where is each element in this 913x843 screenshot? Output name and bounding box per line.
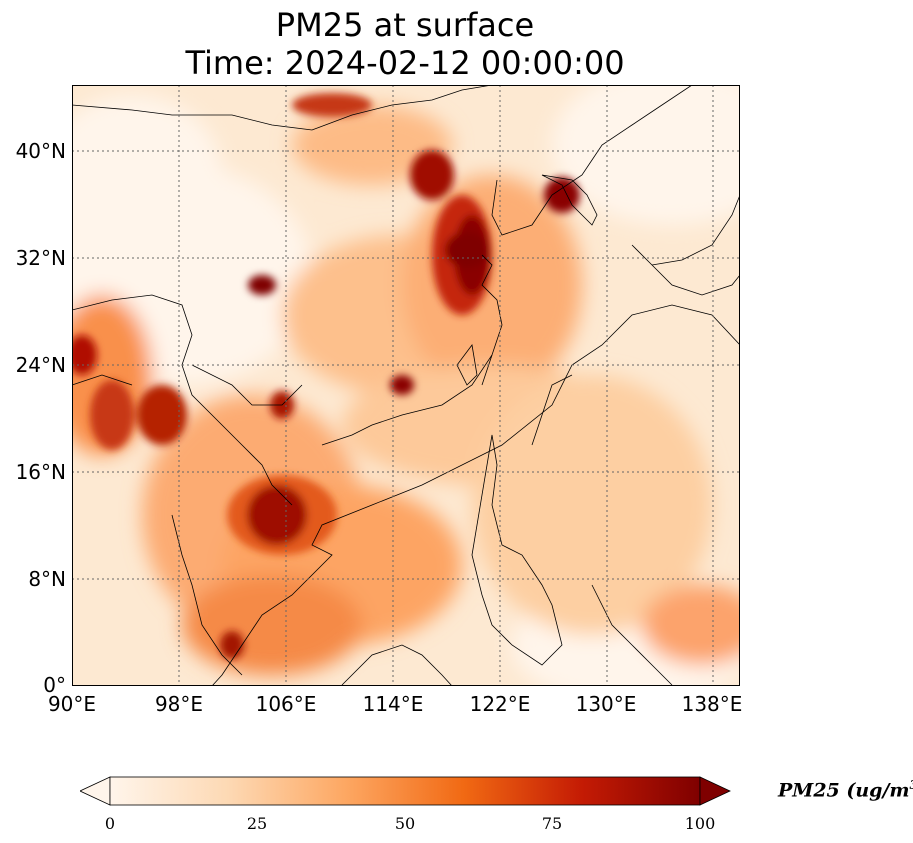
x-tick-98e: 98°E — [154, 692, 204, 716]
x-tick-122e: 122°E — [469, 692, 531, 716]
colorbar-extend-max — [699, 776, 731, 806]
map-title-line1: PM25 at surface — [275, 6, 535, 44]
colorbar-tick-75: 75 — [541, 814, 563, 833]
x-tick-138e: 138°E — [681, 692, 743, 716]
graticule — [72, 85, 740, 686]
x-tick-130e: 130°E — [575, 692, 637, 716]
x-tick-90e: 90°E — [47, 692, 97, 716]
colorbar — [80, 776, 731, 806]
y-tick-16n: 16°N — [15, 460, 66, 484]
map-frame — [72, 85, 740, 686]
colorbar-tick-50: 50 — [394, 814, 416, 833]
y-tick-0: 0° — [43, 673, 66, 697]
colorbar-tick-0: 0 — [104, 814, 116, 833]
y-tick-24n: 24°N — [15, 353, 66, 377]
pm25-hotspots — [72, 93, 580, 659]
colorbar-label-exponent: 3 — [910, 778, 913, 792]
colorbar-tick-100: 100 — [684, 814, 716, 833]
x-tick-114e: 114°E — [362, 692, 424, 716]
y-tick-8n: 8°N — [28, 567, 66, 591]
coastlines — [72, 85, 740, 686]
colorbar-label-main: PM25 (ug/m — [778, 779, 910, 802]
pm25-field — [72, 85, 740, 686]
colorbar-gradient — [109, 776, 701, 806]
x-tick-106e: 106°E — [255, 692, 317, 716]
colorbar-label: PM25 (ug/m3) — [778, 778, 913, 801]
pm25-map[interactable] — [72, 85, 740, 686]
y-tick-32n: 32°N — [15, 246, 66, 270]
y-tick-40n: 40°N — [15, 139, 66, 163]
map-title-line2: Time: 2024-02-12 00:00:00 — [185, 44, 625, 82]
colorbar-extend-min — [80, 776, 111, 806]
colorbar-tick-25: 25 — [246, 814, 268, 833]
